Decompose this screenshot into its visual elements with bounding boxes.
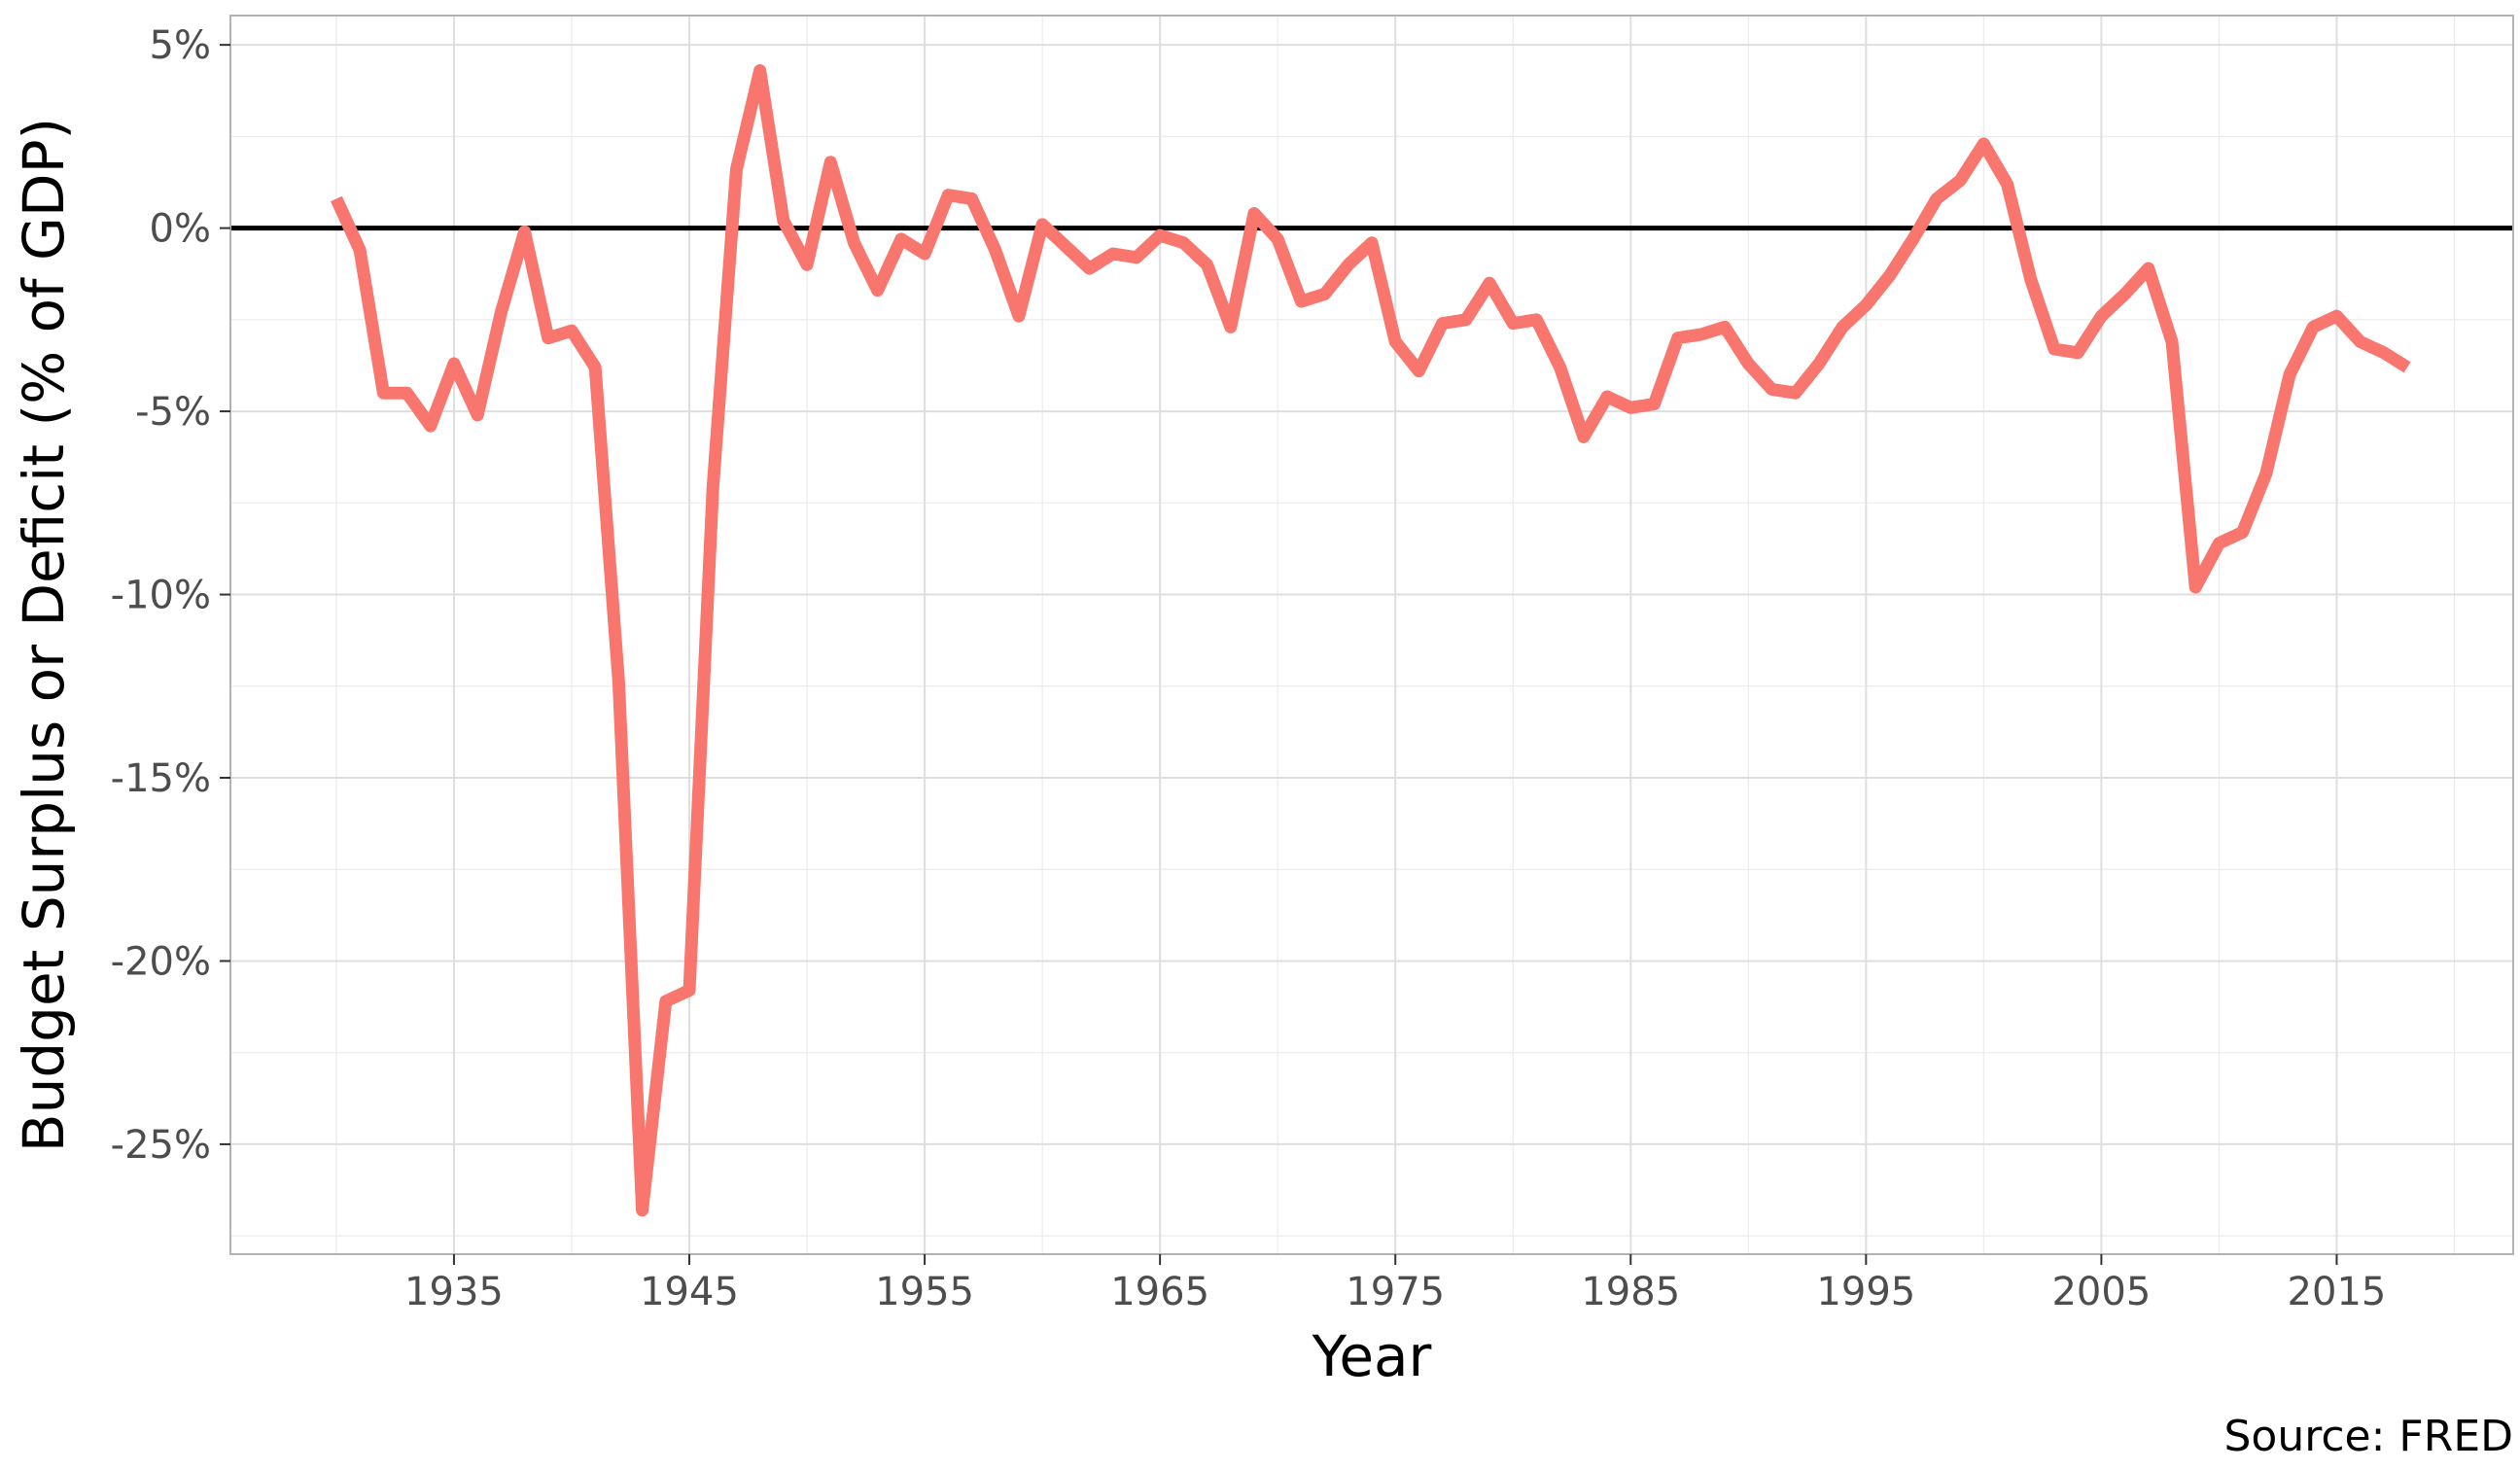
x-tick-label: 2005 <box>2051 1270 2151 1314</box>
x-tick-label: 1935 <box>404 1270 504 1314</box>
x-axis-title: Year <box>1312 1323 1432 1389</box>
x-tick-label: 1965 <box>1110 1270 1209 1314</box>
y-tick-label: -10% <box>111 574 211 618</box>
y-tick-label: -5% <box>135 390 211 435</box>
y-tick-label: -15% <box>111 756 211 801</box>
y-tick-label: -20% <box>111 939 211 984</box>
panel-border <box>229 15 2514 1255</box>
grid-major <box>230 16 2513 1254</box>
series-line-budget-balance <box>331 64 2411 1217</box>
panel-background <box>230 16 2513 1254</box>
x-tick-label: 1985 <box>1581 1270 1680 1314</box>
source-caption: Source: FRED <box>2224 1412 2514 1461</box>
x-axis: 1935 1945 1955 1965 1975 1985 1995 2005 2015 <box>404 1254 2386 1314</box>
y-tick-label: 0% <box>150 207 211 252</box>
x-tick-label: 2015 <box>2288 1270 2387 1314</box>
y-tick-label: -25% <box>111 1123 211 1168</box>
y-axis: 5% 0% -5% -10% -15% -20% -25% <box>111 23 230 1168</box>
x-tick-label: 1995 <box>1816 1270 1915 1314</box>
x-tick-label: 1955 <box>875 1270 974 1314</box>
grid-minor <box>230 16 2513 1254</box>
y-axis-title: Budget Surplus or Deficit (% of GDP) <box>11 118 77 1152</box>
y-tick-label: 5% <box>150 23 211 68</box>
x-tick-label: 1975 <box>1346 1270 1445 1314</box>
x-tick-label: 1945 <box>640 1270 739 1314</box>
